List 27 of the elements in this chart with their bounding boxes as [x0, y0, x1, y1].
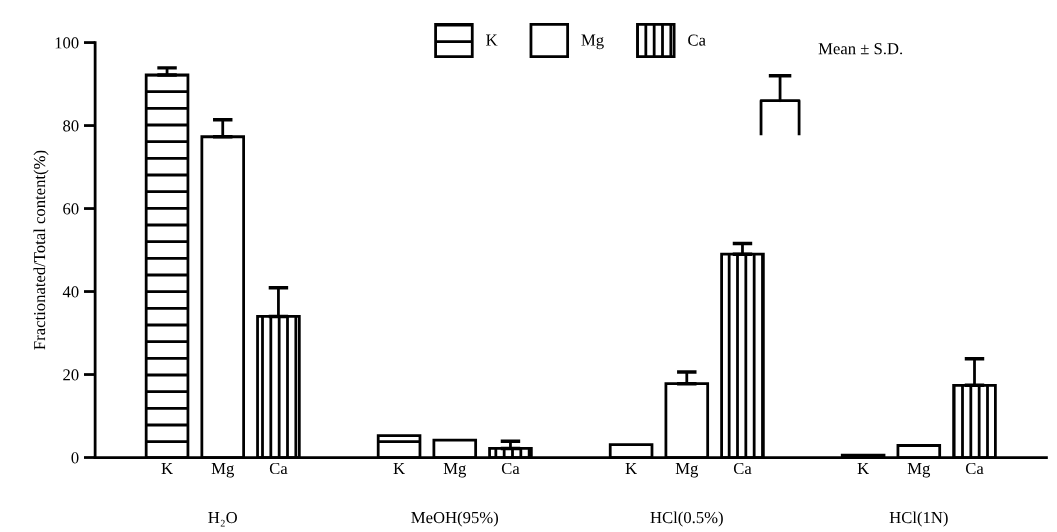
annotation: Mean ± S.D.	[818, 43, 903, 55]
y-tick-label: 100	[55, 37, 79, 49]
text: K	[625, 463, 637, 474]
y-tick-label: 40	[62, 286, 79, 298]
text: K	[393, 463, 405, 474]
text: Mg	[675, 462, 699, 478]
text: Mg	[907, 462, 931, 478]
text: Ca	[269, 462, 288, 475]
text: Ca	[965, 462, 984, 475]
y-tick-label: 20	[63, 369, 79, 381]
legend-label: Ca	[688, 34, 706, 46]
x-tick-label: H₂O	[208, 511, 237, 527]
y-tick-label: 0	[71, 452, 79, 464]
x-tick-label: HCl(1N)	[889, 511, 948, 527]
x-tick-label: HCl(0.5%)	[650, 511, 723, 527]
text: Ca	[733, 462, 752, 475]
y-tick-label: 80	[63, 120, 79, 132]
text: K	[857, 463, 869, 474]
text: Mg	[443, 462, 467, 478]
text: Ca	[501, 462, 520, 475]
text: K	[161, 463, 173, 474]
legend-label: K	[486, 34, 498, 46]
legend-label: Mg	[581, 34, 604, 50]
x-tick-label: MeOH(95%)	[411, 511, 498, 527]
text: Mg	[211, 462, 234, 478]
y-tick-label: 60	[63, 203, 79, 215]
y-axis-title: Fractionated/Total content(%)	[33, 150, 49, 350]
